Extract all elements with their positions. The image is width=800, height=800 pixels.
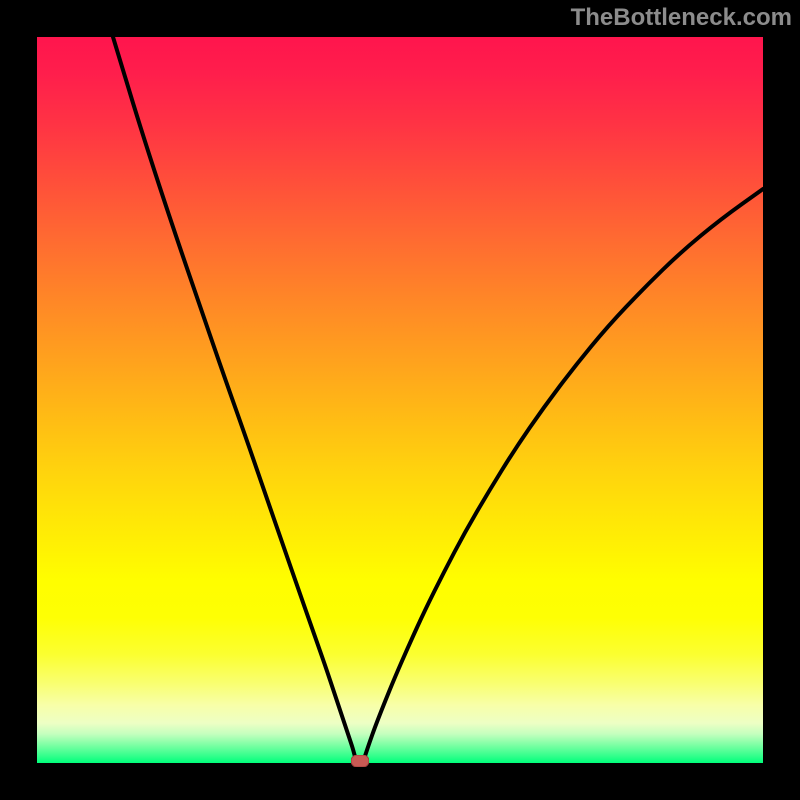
min-marker-rect — [351, 755, 369, 767]
curve-left — [113, 37, 357, 762]
min-marker — [351, 755, 369, 767]
chart-svg — [37, 37, 763, 763]
curve-right — [363, 189, 763, 762]
watermark-text: TheBottleneck.com — [571, 4, 792, 32]
chart-frame: TheBottleneck.com — [0, 0, 800, 800]
